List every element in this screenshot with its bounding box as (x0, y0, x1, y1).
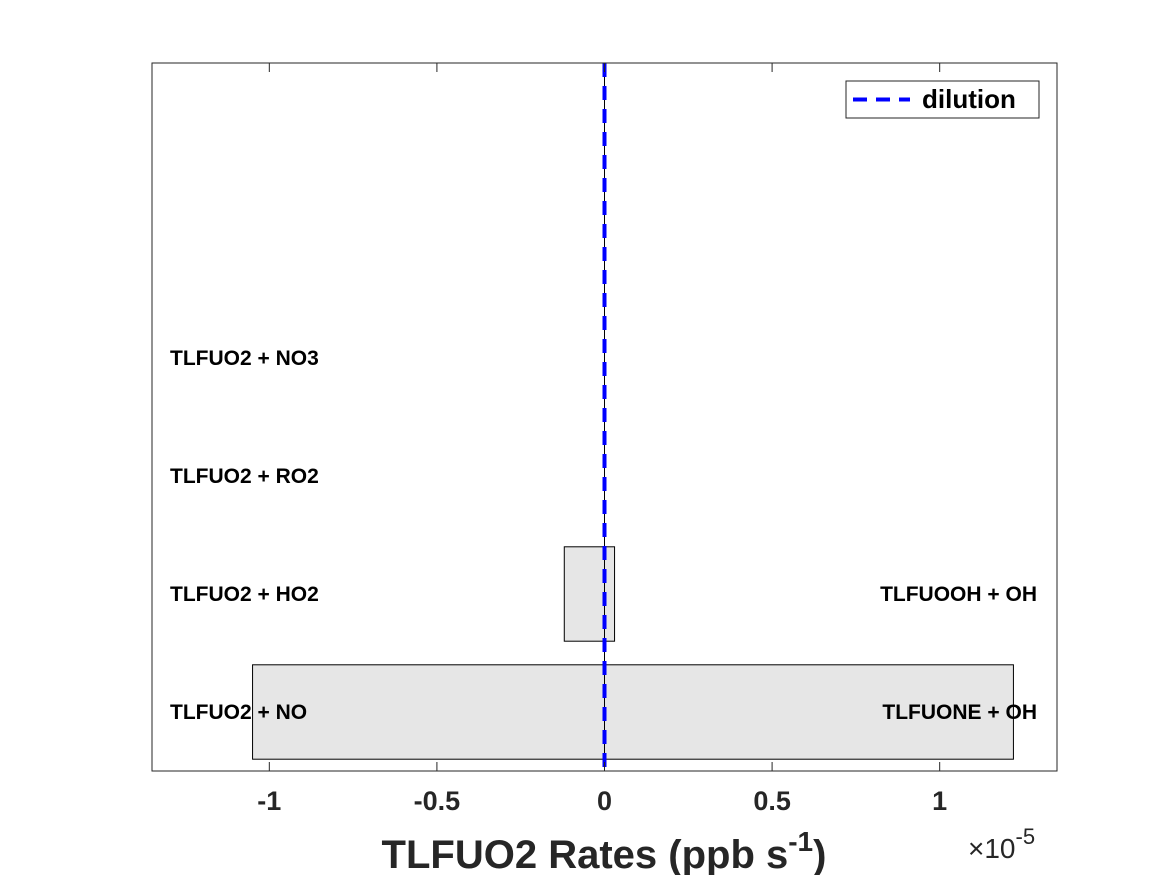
x-axis-label: TLFUO2 Rates (ppb s-1) (382, 826, 827, 875)
row-loss-label-2: TLFUO2 + RO2 (170, 465, 319, 488)
x-axis-label-main: TLFUO2 Rates (ppb s (382, 833, 789, 875)
x-tick-label-4: 1 (932, 786, 947, 816)
row-prod-label-0: TLFUONE + OH (882, 701, 1037, 724)
x-axis-ticks: -1 -0.5 0 0.5 1 (257, 63, 947, 816)
x-tick-label-3: 0.5 (753, 786, 791, 816)
x-multiplier-base: ×10 (968, 833, 1016, 864)
bars-group (252, 546, 1014, 760)
legend-dilution-label: dilution (922, 84, 1016, 114)
row-labels-group: TLFUO2 + NO TLFUONE + OH TLFUO2 + HO2 TLFUO… (170, 347, 1037, 724)
row-loss-label-3: TLFUO2 + NO3 (170, 347, 319, 370)
bar-loss-0 (252, 664, 606, 760)
bar-prod-0 (604, 664, 1014, 760)
x-tick-label-0: -1 (257, 786, 281, 816)
x-tick-label-1: -0.5 (414, 786, 461, 816)
x-axis-label-close: ) (813, 833, 826, 875)
row-loss-label-1: TLFUO2 + HO2 (170, 583, 319, 606)
x-axis-multiplier: ×10-5 (968, 824, 1035, 864)
bar-loss-1 (563, 546, 605, 642)
x-multiplier-exponent: -5 (1016, 824, 1036, 849)
x-axis-label-superscript: -1 (788, 826, 813, 857)
legend: dilution (845, 80, 1040, 119)
row-prod-label-1: TLFUOOH + OH (880, 583, 1037, 606)
x-tick-label-2: 0 (597, 786, 612, 816)
row-loss-label-0: TLFUO2 + NO (170, 701, 307, 724)
